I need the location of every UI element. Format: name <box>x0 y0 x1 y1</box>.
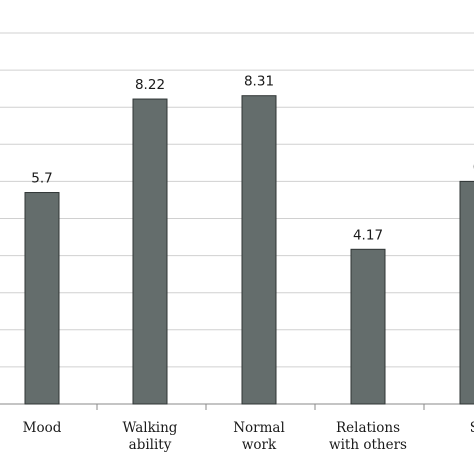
bar <box>24 192 60 405</box>
category-label: Mood <box>23 420 62 436</box>
bar <box>132 98 168 405</box>
category-label: Normal work <box>233 420 285 453</box>
data-label: 5.7 <box>31 171 52 187</box>
data-label: 8.22 <box>135 77 165 93</box>
data-label: 4.17 <box>353 227 383 243</box>
data-label: 6 <box>473 159 474 175</box>
bar <box>459 180 474 405</box>
bar <box>350 248 386 405</box>
category-label: SI <box>470 420 474 436</box>
category-label: Walking ability <box>123 420 178 453</box>
category-label: Relations with others <box>329 420 407 453</box>
data-label: 8.31 <box>244 74 274 90</box>
bar <box>241 95 277 405</box>
